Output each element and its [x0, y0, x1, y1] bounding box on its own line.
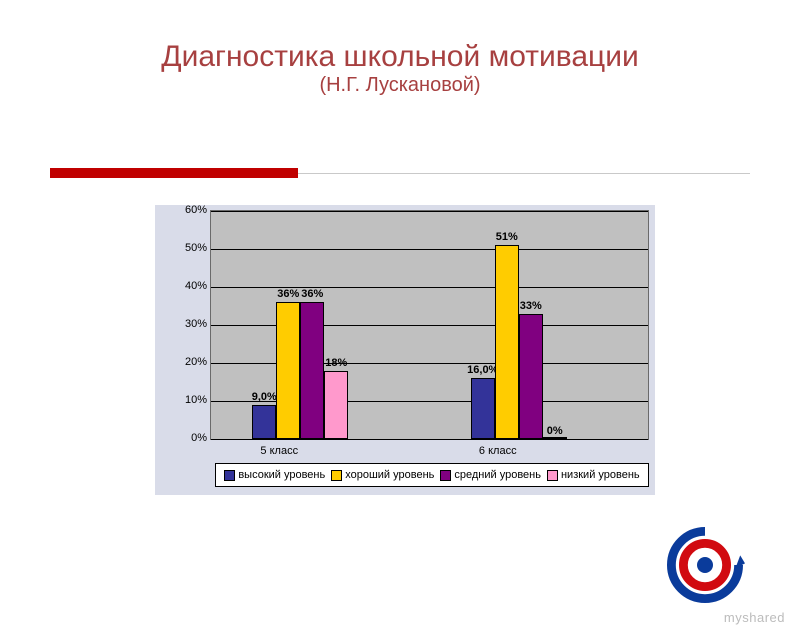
legend-swatch — [440, 470, 451, 481]
logo-badge — [665, 525, 745, 605]
bar — [495, 245, 519, 439]
legend-swatch — [547, 470, 558, 481]
legend-swatch — [224, 470, 235, 481]
gridline — [211, 211, 648, 212]
ytick-label: 20% — [147, 356, 207, 368]
ytick-label: 50% — [147, 242, 207, 254]
legend-label: высокий уровень — [238, 469, 325, 481]
bar-value-label: 0% — [547, 425, 563, 437]
legend-item: высокий уровень — [224, 469, 325, 481]
xtick-label: 6 класс — [479, 445, 517, 457]
page-subtitle: (Н.Г. Лускановой) — [0, 74, 800, 97]
gridline — [211, 249, 648, 250]
bar — [471, 378, 495, 439]
bar — [543, 437, 567, 439]
ytick-label: 30% — [147, 318, 207, 330]
ytick-label: 60% — [147, 204, 207, 216]
bar-value-label: 16,0% — [467, 364, 498, 376]
legend-item: низкий уровень — [547, 469, 640, 481]
watermark: myshared — [724, 610, 785, 625]
page-title: Диагностика школьной мотивации — [0, 40, 800, 74]
bar-value-label: 36% — [301, 288, 323, 300]
legend-swatch — [331, 470, 342, 481]
bar — [276, 302, 300, 439]
ytick-label: 10% — [147, 394, 207, 406]
legend-item: средний уровень — [440, 469, 541, 481]
plot-area: 9,0% 36%36% 18% 16,0% 51% 33% 0% — [210, 210, 649, 440]
watermark-text: myshared — [724, 610, 785, 625]
bar-value-label: 36% — [277, 288, 299, 300]
legend-label: низкий уровень — [561, 469, 640, 481]
divider-line — [298, 173, 750, 174]
bar — [519, 314, 543, 439]
bar-value-label: 9,0% — [252, 391, 277, 403]
bar — [252, 405, 276, 439]
bar — [300, 302, 324, 439]
legend-item: хороший уровень — [331, 469, 434, 481]
gridline — [211, 439, 648, 440]
chart-panel: 9,0% 36%36% 18% 16,0% 51% 33% 0% высокий урове… — [155, 205, 655, 495]
bar — [324, 371, 348, 439]
bar-value-label: 33% — [520, 300, 542, 312]
legend-label: средний уровень — [454, 469, 541, 481]
chart-legend: высокий уровень хороший уровень средний ур… — [215, 463, 649, 487]
bar-value-label: 18% — [325, 357, 347, 369]
ytick-label: 0% — [147, 432, 207, 444]
xtick-label: 5 класс — [260, 445, 298, 457]
legend-label: хороший уровень — [345, 469, 434, 481]
ytick-label: 40% — [147, 280, 207, 292]
bar-value-label: 51% — [496, 231, 518, 243]
accent-bar — [50, 168, 298, 178]
